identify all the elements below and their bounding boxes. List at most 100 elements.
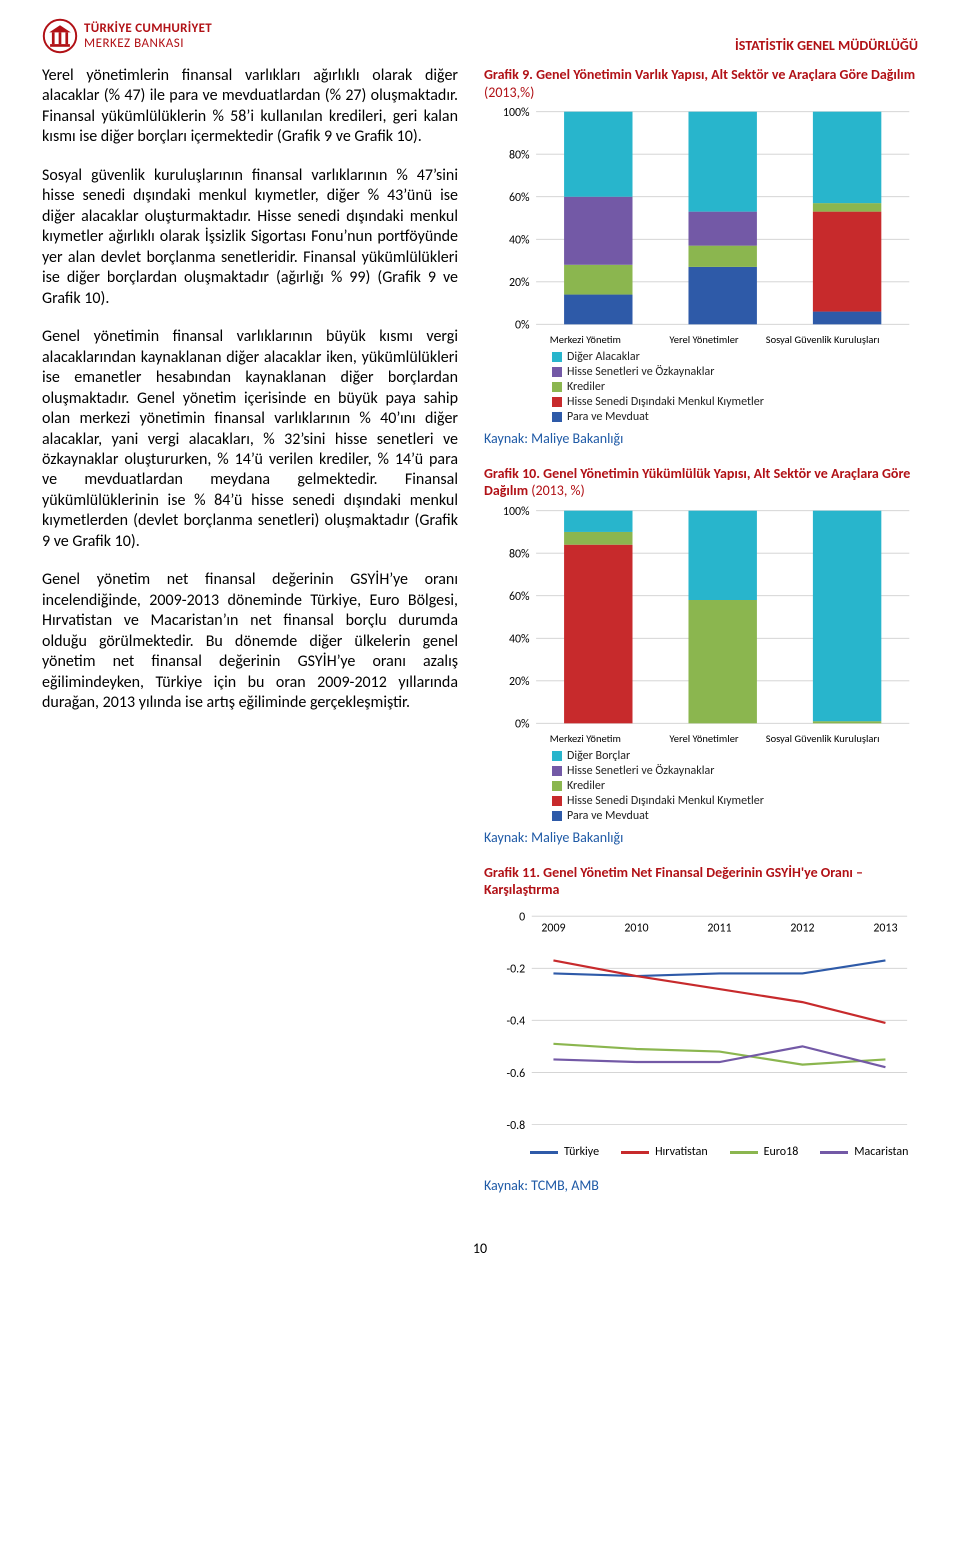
chart9-xlab-2: Sosyal Güvenlik Kuruluşları [764, 333, 881, 346]
chart-11-legend: Türkiye Hırvatistan Euro18 Macaristan [484, 1145, 918, 1159]
chart-11-plot: 0 -0.2 -0.4 -0.6 -0.8 2009 2010 2011 2012 2013 [484, 901, 918, 1140]
legend-label: Türkiye [564, 1145, 599, 1159]
legend-item: Krediler [552, 779, 918, 793]
legend-item: Diğer Borçlar [552, 749, 918, 763]
legend-swatch [552, 382, 562, 392]
legend-label: Euro18 [764, 1145, 799, 1159]
chart-9-title-lead: Grafik 9. [484, 66, 533, 83]
legend-item: Hisse Senetleri ve Özkaynaklar [552, 365, 918, 379]
legend-line-swatch [730, 1151, 758, 1154]
svg-text:80%: 80% [509, 149, 530, 163]
paragraph-3: Genel yönetimin finansal varlıklarının b… [42, 327, 458, 552]
legend-swatch [552, 397, 562, 407]
page-number: 10 [42, 1240, 918, 1257]
svg-text:2009: 2009 [541, 921, 565, 935]
legend-item: Hisse Senetleri ve Özkaynaklar [552, 764, 918, 778]
legend-line-swatch [530, 1151, 558, 1154]
legend-item: Krediler [552, 380, 918, 394]
chart-10-legend: Diğer BorçlarHisse Senetleri ve Özkaynak… [484, 749, 918, 823]
legend-label: Hisse Senedi Dışındaki Menkul Kıymetler [567, 395, 764, 409]
legend-label: Macaristan [854, 1145, 908, 1159]
page: TÜRKİYE CUMHURİYET MERKEZ BANKASI İSTATİ… [0, 0, 960, 1275]
brand-line2: MERKEZ BANKASI [84, 36, 212, 51]
svg-text:2011: 2011 [707, 921, 731, 935]
chart-10-plot: 0%20%40%60%80%100% [484, 502, 918, 730]
legend-label: Krediler [567, 779, 605, 793]
legend-swatch [552, 352, 562, 362]
svg-text:-0.8: -0.8 [506, 1119, 525, 1133]
chart-10-title-lead: Grafik 10. [484, 465, 540, 482]
chart9-xlab-1: Yerel Yönetimler [645, 333, 762, 346]
chart-10: Grafik 10. Genel Yönetimin Yükümlülük Ya… [484, 465, 918, 846]
chart-11: Grafik 11. Genel Yönetim Net Finansal De… [484, 864, 918, 1195]
chart-10-xlabels: Merkezi Yönetim Yerel Yönetimler Sosyal … [484, 732, 918, 745]
legend-label: Diğer Alacaklar [567, 350, 640, 364]
legend-label: Hisse Senedi Dışındaki Menkul Kıymetler [567, 794, 764, 808]
legend-label: Hisse Senetleri ve Özkaynaklar [567, 365, 714, 379]
chart10-xlab-2: Sosyal Güvenlik Kuruluşları [764, 732, 881, 745]
legend-item: Para ve Mevduat [552, 410, 918, 424]
text-column: Yerel yönetimlerin finansal varlıkları a… [42, 66, 458, 1212]
svg-text:-0.2: -0.2 [506, 962, 525, 976]
legend-line-swatch [621, 1151, 649, 1154]
paragraph-2: Sosyal güvenlik kuruluşlarının finansal … [42, 166, 458, 309]
svg-text:60%: 60% [509, 590, 530, 604]
svg-text:60%: 60% [509, 191, 530, 205]
charts-column: Grafik 9. Genel Yönetimin Varlık Yapısı,… [484, 66, 918, 1212]
legend-item: Hisse Senedi Dışındaki Menkul Kıymetler [552, 794, 918, 808]
svg-text:-0.4: -0.4 [506, 1014, 525, 1028]
chart-9: Grafik 9. Genel Yönetimin Varlık Yapısı,… [484, 66, 918, 447]
page-header: TÜRKİYE CUMHURİYET MERKEZ BANKASI İSTATİ… [42, 18, 918, 54]
legend-item: Diğer Alacaklar [552, 350, 918, 364]
chart-11-title-rest: Genel Yönetim Net Finansal Değerinin GSY… [484, 864, 863, 899]
chart10-xlab-1: Yerel Yönetimler [645, 732, 762, 745]
tcmb-logo-icon [42, 18, 78, 54]
svg-text:2013: 2013 [873, 921, 897, 935]
svg-text:2012: 2012 [790, 921, 814, 935]
brand-logo: TÜRKİYE CUMHURİYET MERKEZ BANKASI [42, 18, 212, 54]
legend-label: Para ve Mevduat [567, 410, 649, 424]
brand-line1: TÜRKİYE CUMHURİYET [84, 21, 212, 36]
legend-swatch [552, 781, 562, 791]
legend-swatch [552, 412, 562, 422]
chart-9-title: Grafik 9. Genel Yönetimin Varlık Yapısı,… [484, 66, 918, 101]
paragraph-4: Genel yönetim net finansal değerinin GSY… [42, 570, 458, 713]
legend-item: Macaristan [820, 1145, 908, 1159]
legend-item: Para ve Mevduat [552, 809, 918, 823]
paragraph-1: Yerel yönetimlerin finansal varlıkları a… [42, 66, 458, 148]
legend-swatch [552, 811, 562, 821]
legend-swatch [552, 796, 562, 806]
chart-9-source: Kaynak: Maliye Bakanlığı [484, 430, 918, 447]
chart-9-xlabels: Merkezi Yönetim Yerel Yönetimler Sosyal … [484, 333, 918, 346]
legend-swatch [552, 766, 562, 776]
chart-11-title-lead: Grafik 11. [484, 864, 540, 881]
svg-text:0: 0 [519, 910, 525, 924]
legend-label: Para ve Mevduat [567, 809, 649, 823]
chart-9-title-rest: Genel Yönetimin Varlık Yapısı, Alt Sektö… [536, 66, 915, 83]
svg-text:-0.6: -0.6 [506, 1066, 525, 1080]
legend-item: Hisse Senedi Dışındaki Menkul Kıymetler [552, 395, 918, 409]
legend-item: Türkiye [530, 1145, 599, 1159]
header-right-label: İSTATİSTİK GENEL MÜDÜRLÜĞÜ [735, 37, 918, 54]
legend-swatch [552, 367, 562, 377]
legend-label: Diğer Borçlar [567, 749, 630, 763]
svg-text:40%: 40% [509, 632, 530, 646]
chart10-xlab-0: Merkezi Yönetim [527, 732, 644, 745]
chart-9-title-paren: (2013,%) [484, 84, 534, 101]
legend-swatch [552, 751, 562, 761]
svg-text:40%: 40% [509, 234, 530, 248]
svg-text:2010: 2010 [624, 921, 648, 935]
svg-text:80%: 80% [509, 547, 530, 561]
chart9-xlab-0: Merkezi Yönetim [527, 333, 644, 346]
legend-label: Krediler [567, 380, 605, 394]
chart-10-source: Kaynak: Maliye Bakanlığı [484, 829, 918, 846]
content-columns: Yerel yönetimlerin finansal varlıkları a… [42, 66, 918, 1212]
legend-label: Hırvatistan [655, 1145, 708, 1159]
svg-text:0%: 0% [515, 319, 530, 331]
svg-text:100%: 100% [503, 106, 530, 120]
svg-text:100%: 100% [503, 505, 530, 519]
svg-text:20%: 20% [509, 675, 530, 689]
chart-10-title: Grafik 10. Genel Yönetimin Yükümlülük Ya… [484, 465, 918, 500]
legend-item: Hırvatistan [621, 1145, 708, 1159]
chart-11-title: Grafik 11. Genel Yönetim Net Finansal De… [484, 864, 918, 899]
